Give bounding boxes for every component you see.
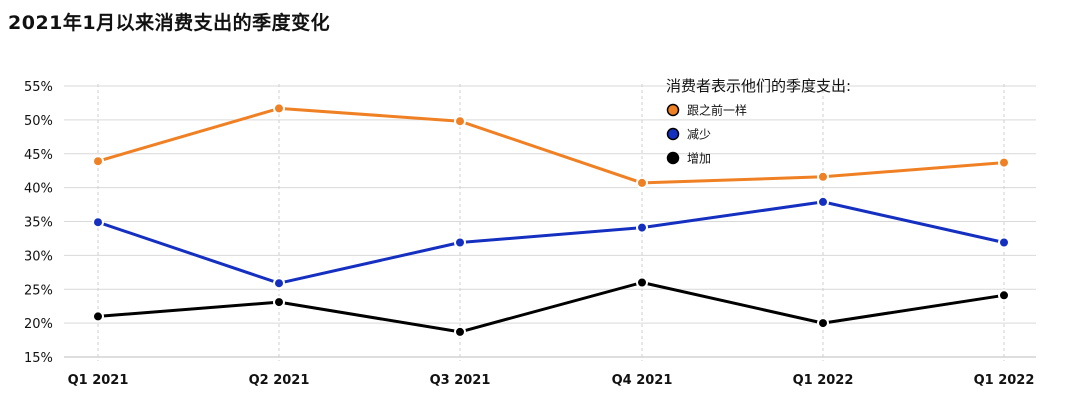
data-point bbox=[92, 155, 104, 168]
series-line-1 bbox=[97, 200, 1005, 285]
data-point bbox=[636, 276, 648, 289]
data-point bbox=[998, 156, 1010, 169]
x-tick-label: Q1 2022 bbox=[974, 373, 1035, 388]
series-line-0 bbox=[97, 106, 1005, 185]
data-point bbox=[636, 221, 648, 234]
y-tick-label: 35% bbox=[24, 216, 53, 231]
x-axis-ticks: Q1 2021 Q2 2021 Q3 2021 Q4 2021 Q1 2022 Q1 20… bbox=[68, 373, 1035, 388]
data-point bbox=[998, 236, 1010, 249]
y-tick-label: 30% bbox=[24, 249, 53, 264]
x-tick-label: Q4 2021 bbox=[612, 373, 673, 388]
legend-label: 增加 bbox=[687, 152, 711, 166]
x-tick-label: Q3 2021 bbox=[430, 373, 491, 388]
data-point bbox=[92, 216, 104, 229]
data-point bbox=[817, 195, 829, 208]
legend-title: 消费者表示他们的季度支出: bbox=[666, 77, 851, 95]
y-tick-label: 25% bbox=[24, 283, 53, 298]
series-lines bbox=[97, 106, 1005, 334]
data-point bbox=[92, 310, 104, 323]
data-point bbox=[273, 277, 285, 290]
y-tick-label: 15% bbox=[24, 351, 53, 366]
legend-marker bbox=[666, 151, 680, 165]
series-points bbox=[92, 102, 1010, 338]
legend-label: 减少 bbox=[687, 128, 711, 142]
data-point bbox=[273, 102, 285, 115]
y-tick-label: 40% bbox=[24, 182, 53, 197]
series-line-2 bbox=[97, 281, 1005, 334]
data-point bbox=[454, 115, 466, 128]
x-tick-label: Q2 2021 bbox=[249, 373, 310, 388]
data-point bbox=[817, 317, 829, 330]
data-point bbox=[636, 176, 648, 189]
y-axis-ticks: 15% 20% 25% 30% 35% 40% 45% 50% 55% bbox=[24, 80, 53, 366]
data-point bbox=[998, 289, 1010, 302]
data-point bbox=[454, 325, 466, 338]
legend-label: 跟之前一样 bbox=[687, 103, 747, 118]
y-tick-label: 50% bbox=[24, 114, 53, 129]
x-tick-label: Q1 2021 bbox=[68, 373, 129, 388]
legend-marker bbox=[666, 127, 680, 141]
y-tick-label: 55% bbox=[24, 80, 53, 95]
y-tick-label: 20% bbox=[24, 317, 53, 332]
x-tick-label: Q1 2022 bbox=[793, 373, 854, 388]
data-point bbox=[273, 296, 285, 309]
grid bbox=[64, 84, 1036, 361]
data-point bbox=[454, 236, 466, 249]
y-tick-label: 45% bbox=[24, 148, 53, 163]
data-point bbox=[817, 170, 829, 183]
legend-marker bbox=[666, 103, 680, 117]
chart-title: 2021年1月以来消费支出的季度变化 bbox=[8, 12, 331, 34]
